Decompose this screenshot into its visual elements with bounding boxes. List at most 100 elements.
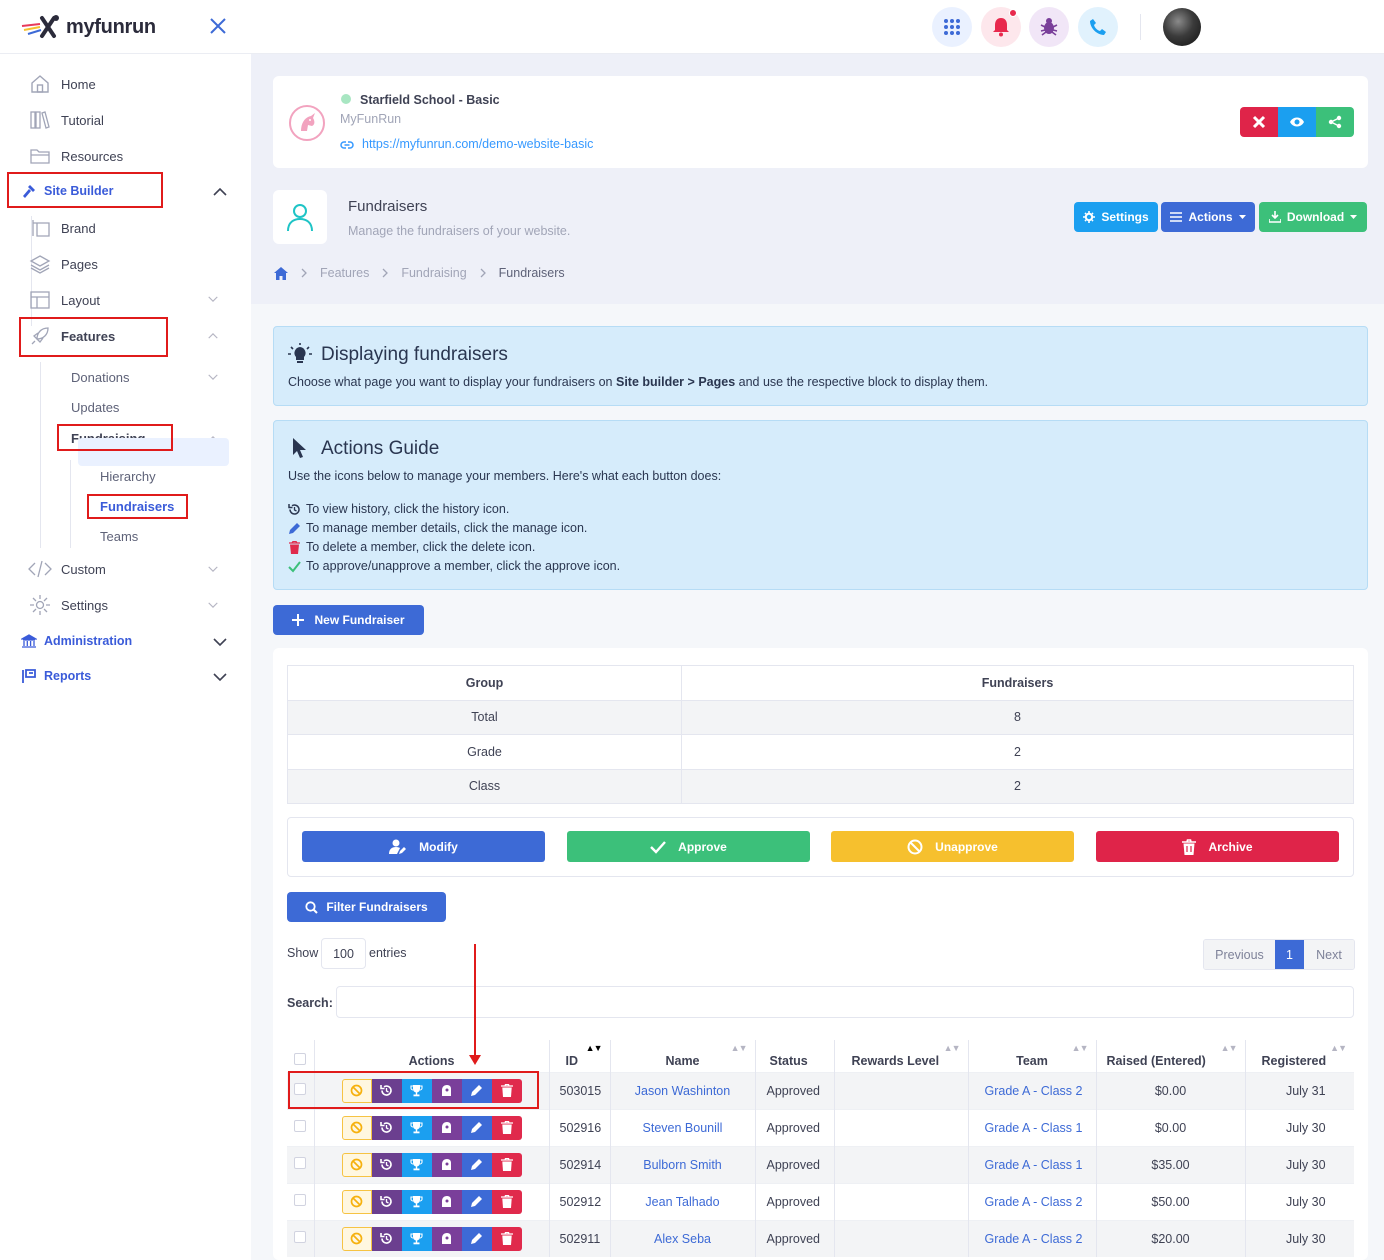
sidebar-item-pages[interactable]: Pages — [28, 252, 98, 276]
table-row[interactable]: 502912 Jean Talhado Approved Grade A - Clas… — [287, 1182, 1354, 1220]
column-header-name[interactable]: Name ▲▼ — [610, 1040, 756, 1072]
column-header-status[interactable]: Status — [755, 1040, 835, 1072]
unapprove-icon[interactable] — [341, 1078, 372, 1103]
pencil-icon[interactable] — [461, 1189, 492, 1214]
trash-icon[interactable] — [491, 1115, 522, 1140]
sidebar-item-administration[interactable]: Administration — [20, 629, 132, 653]
team-link[interactable]: Grade A - Class 1 — [984, 1120, 1083, 1135]
history-icon[interactable] — [371, 1115, 402, 1140]
new-fundraiser-button[interactable]: New Fundraiser — [273, 605, 424, 635]
preview-button[interactable] — [1278, 107, 1316, 137]
trophy-icon[interactable] — [401, 1152, 432, 1177]
sidebar-item-hierarchy[interactable]: Hierarchy — [100, 469, 156, 484]
column-header-raised[interactable]: Raised (Entered) ▲▼ — [1096, 1040, 1246, 1072]
breadcrumb-features[interactable]: Features — [320, 266, 370, 280]
trophy-icon[interactable] — [401, 1189, 432, 1214]
previous-page-button[interactable]: Previous — [1204, 940, 1275, 969]
sidebar-item-home[interactable]: Home — [28, 72, 96, 96]
tools-button[interactable] — [1240, 107, 1278, 137]
download-dropdown-button[interactable]: Download — [1259, 202, 1367, 232]
sidebar-item-reports[interactable]: Reports — [20, 664, 91, 688]
chevron-down-icon[interactable] — [213, 635, 227, 649]
trophy-icon[interactable] — [401, 1078, 432, 1103]
table-row[interactable]: 503015 Jason Washinton Approved Grade A - C… — [287, 1071, 1354, 1109]
row-checkbox[interactable] — [294, 1157, 307, 1169]
column-header-id[interactable]: ID ▲▼ — [549, 1040, 611, 1072]
select-all-checkbox[interactable] — [294, 1053, 307, 1066]
manage-icon[interactable] — [431, 1115, 462, 1140]
chevron-up-icon[interactable] — [213, 185, 227, 199]
unapprove-button[interactable]: Unapprove — [831, 831, 1074, 862]
approve-button[interactable]: Approve — [567, 831, 810, 862]
sidebar-item-resources[interactable]: Resources — [28, 144, 123, 168]
modify-button[interactable]: Modify — [302, 831, 545, 862]
column-header-rewards-level[interactable]: Rewards Level ▲▼ — [834, 1040, 969, 1072]
phone-icon[interactable] — [1078, 7, 1118, 47]
table-row[interactable]: 502911 Alex Seba Approved Grade A - Class 2… — [287, 1219, 1354, 1257]
sidebar-item-tutorial[interactable]: Tutorial — [28, 108, 104, 132]
manage-icon[interactable] — [431, 1189, 462, 1214]
chevron-down-icon[interactable] — [208, 600, 218, 610]
table-row[interactable]: 502914 Bulborn Smith Approved Grade A - Cla… — [287, 1145, 1354, 1183]
team-link[interactable]: Grade A - Class 1 — [984, 1157, 1083, 1172]
row-checkbox[interactable] — [294, 1120, 307, 1132]
unapprove-icon[interactable] — [341, 1226, 372, 1251]
trash-icon[interactable] — [491, 1078, 522, 1103]
team-link[interactable]: Grade A - Class 2 — [984, 1083, 1083, 1098]
user-avatar[interactable] — [1163, 8, 1201, 46]
sidebar-item-layout[interactable]: Layout — [28, 288, 100, 312]
row-checkbox[interactable] — [294, 1231, 307, 1244]
page-size-select[interactable]: 100 — [321, 938, 366, 969]
bug-report-icon[interactable] — [1029, 7, 1069, 47]
pencil-icon[interactable] — [461, 1226, 492, 1251]
manage-icon[interactable] — [431, 1226, 462, 1251]
trophy-icon[interactable] — [401, 1115, 432, 1140]
team-link[interactable]: Grade A - Class 2 — [984, 1194, 1083, 1209]
column-header-team[interactable]: Team ▲▼ — [968, 1040, 1097, 1072]
sidebar-item-settings[interactable]: Settings — [28, 593, 108, 617]
apps-icon[interactable] — [932, 7, 972, 47]
share-button[interactable] — [1316, 107, 1354, 137]
next-page-button[interactable]: Next — [1304, 940, 1354, 969]
unapprove-icon[interactable] — [341, 1115, 372, 1140]
close-sidebar-icon[interactable] — [206, 14, 230, 38]
history-icon[interactable] — [371, 1078, 402, 1103]
settings-button[interactable]: Settings — [1074, 202, 1158, 232]
row-checkbox[interactable] — [294, 1194, 307, 1206]
history-icon[interactable] — [371, 1226, 402, 1251]
history-icon[interactable] — [371, 1189, 402, 1214]
table-row[interactable]: 502916 Steven Bounill Approved Grade A - Cl… — [287, 1108, 1354, 1146]
fundraiser-name-link[interactable]: Bulborn Smith — [643, 1157, 722, 1172]
chevron-down-icon[interactable] — [208, 372, 218, 382]
trash-icon[interactable] — [491, 1189, 522, 1214]
app-logo[interactable]: myfunrun — [20, 14, 156, 40]
fundraiser-name-link[interactable]: Jason Washinton — [634, 1083, 731, 1098]
chevron-up-icon[interactable] — [208, 331, 218, 341]
team-link[interactable]: Grade A - Class 2 — [984, 1231, 1083, 1246]
pencil-icon[interactable] — [461, 1078, 492, 1103]
home-icon[interactable] — [274, 266, 288, 280]
page-1-button[interactable]: 1 — [1275, 940, 1304, 969]
column-header-registered[interactable]: Registered ▲▼ — [1261, 1043, 1347, 1068]
unapprove-icon[interactable] — [341, 1152, 372, 1177]
breadcrumb-fundraising[interactable]: Fundraising — [401, 266, 467, 280]
chevron-down-icon[interactable] — [208, 294, 218, 304]
manage-icon[interactable] — [431, 1078, 462, 1103]
sidebar-item-custom[interactable]: Custom — [28, 557, 106, 581]
search-input[interactable] — [336, 986, 1354, 1018]
chevron-down-icon[interactable] — [213, 670, 227, 684]
row-checkbox[interactable] — [294, 1083, 307, 1095]
sidebar-item-fundraisers[interactable]: Fundraisers — [100, 499, 175, 514]
chevron-down-icon[interactable] — [208, 564, 218, 574]
filter-fundraisers-button[interactable]: Filter Fundraisers — [287, 892, 446, 922]
trash-icon[interactable] — [491, 1152, 522, 1177]
sidebar-item-donations[interactable]: Donations — [71, 370, 130, 385]
pencil-icon[interactable] — [461, 1152, 492, 1177]
unapprove-icon[interactable] — [341, 1189, 372, 1214]
sidebar-item-features[interactable]: Features — [28, 324, 115, 348]
sidebar-item-brand[interactable]: Brand — [28, 216, 96, 240]
archive-button[interactable]: Archive — [1096, 831, 1339, 862]
sidebar-item-updates[interactable]: Updates — [71, 400, 120, 415]
manage-icon[interactable] — [431, 1152, 462, 1177]
sidebar-item-teams[interactable]: Teams — [100, 529, 139, 544]
